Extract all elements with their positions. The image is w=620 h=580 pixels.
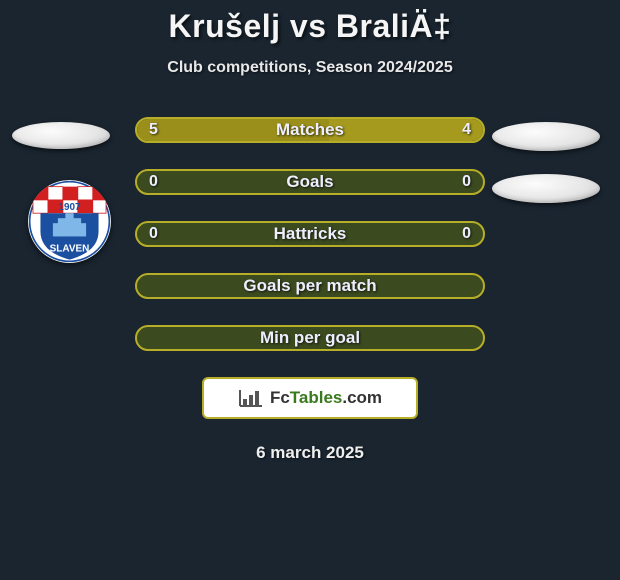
stat-value-right: 0 [462,225,471,243]
stat-value-left: 0 [149,225,158,243]
date-text: 6 march 2025 [0,443,620,463]
stat-value-left: 0 [149,173,158,191]
stat-pill: 0 0 Hattricks [135,221,485,247]
stat-row: Min per goal [0,325,620,351]
stat-label: Min per goal [260,328,360,348]
stat-label: Hattricks [274,224,347,244]
stat-row: 5 4 Matches [0,117,620,143]
stat-value-right: 4 [462,121,471,139]
stat-fill-right [329,119,483,141]
subtitle: Club competitions, Season 2024/2025 [0,59,620,77]
stat-pill: Goals per match [135,273,485,299]
stat-label: Goals [286,172,333,192]
brand-footer: FcTables.com [202,377,418,419]
stat-row: 0 0 Goals [0,169,620,195]
brand-suffix: .com [342,388,382,407]
stat-value-left: 5 [149,121,158,139]
stat-pill: 0 0 Goals [135,169,485,195]
bar-chart-icon [238,388,264,408]
stat-pill: 5 4 Matches [135,117,485,143]
brand-main: Tables [290,388,343,407]
brand-text: FcTables.com [270,388,382,408]
stat-value-right: 0 [462,173,471,191]
page-title: Krušelj vs BraliÄ‡ [0,0,620,45]
stat-row: Goals per match [0,273,620,299]
stat-label: Goals per match [243,276,376,296]
stat-pill: Min per goal [135,325,485,351]
brand-prefix: Fc [270,388,290,407]
stat-label: Matches [276,120,344,140]
svg-text:1907: 1907 [58,202,81,213]
stat-row: 0 0 Hattricks [0,221,620,247]
stats-container: 5 4 Matches 0 0 Goals 0 0 Hattricks Goals per mat… [0,117,620,351]
